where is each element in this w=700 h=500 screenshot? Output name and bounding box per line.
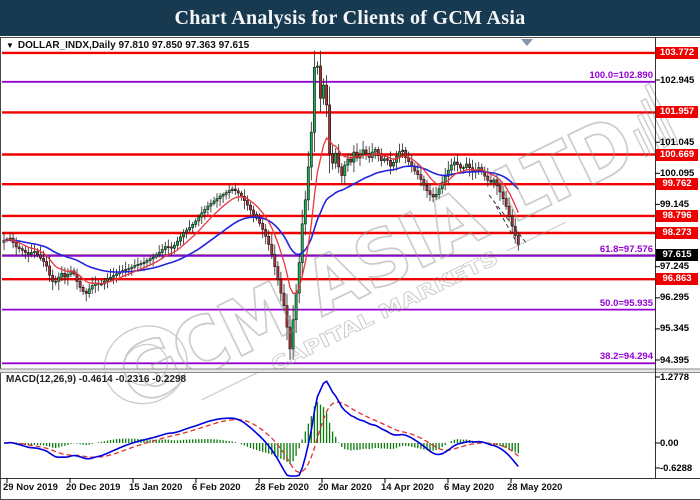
page-title: Chart Analysis for Clients of GCM Asia xyxy=(174,6,526,29)
trend-channel-dashed-line[interactable] xyxy=(488,194,528,245)
candlestick-series xyxy=(2,50,520,360)
macd-main-line xyxy=(3,380,519,477)
title-bar: Chart Analysis for Clients of GCM Asia xyxy=(0,0,700,36)
watermark-text-main: GCM ASIA LTD xyxy=(105,98,647,423)
watermark: GCM ASIA LTD CAPITAL MARKETS xyxy=(103,82,679,424)
ma-slow-line xyxy=(3,165,519,273)
sell-arrow-icon[interactable] xyxy=(521,39,533,46)
trend-channel-dashed-line[interactable] xyxy=(495,205,521,249)
macd-signal-line xyxy=(4,401,519,474)
ma-fast-line xyxy=(3,136,519,294)
chart-window[interactable] xyxy=(0,37,700,500)
